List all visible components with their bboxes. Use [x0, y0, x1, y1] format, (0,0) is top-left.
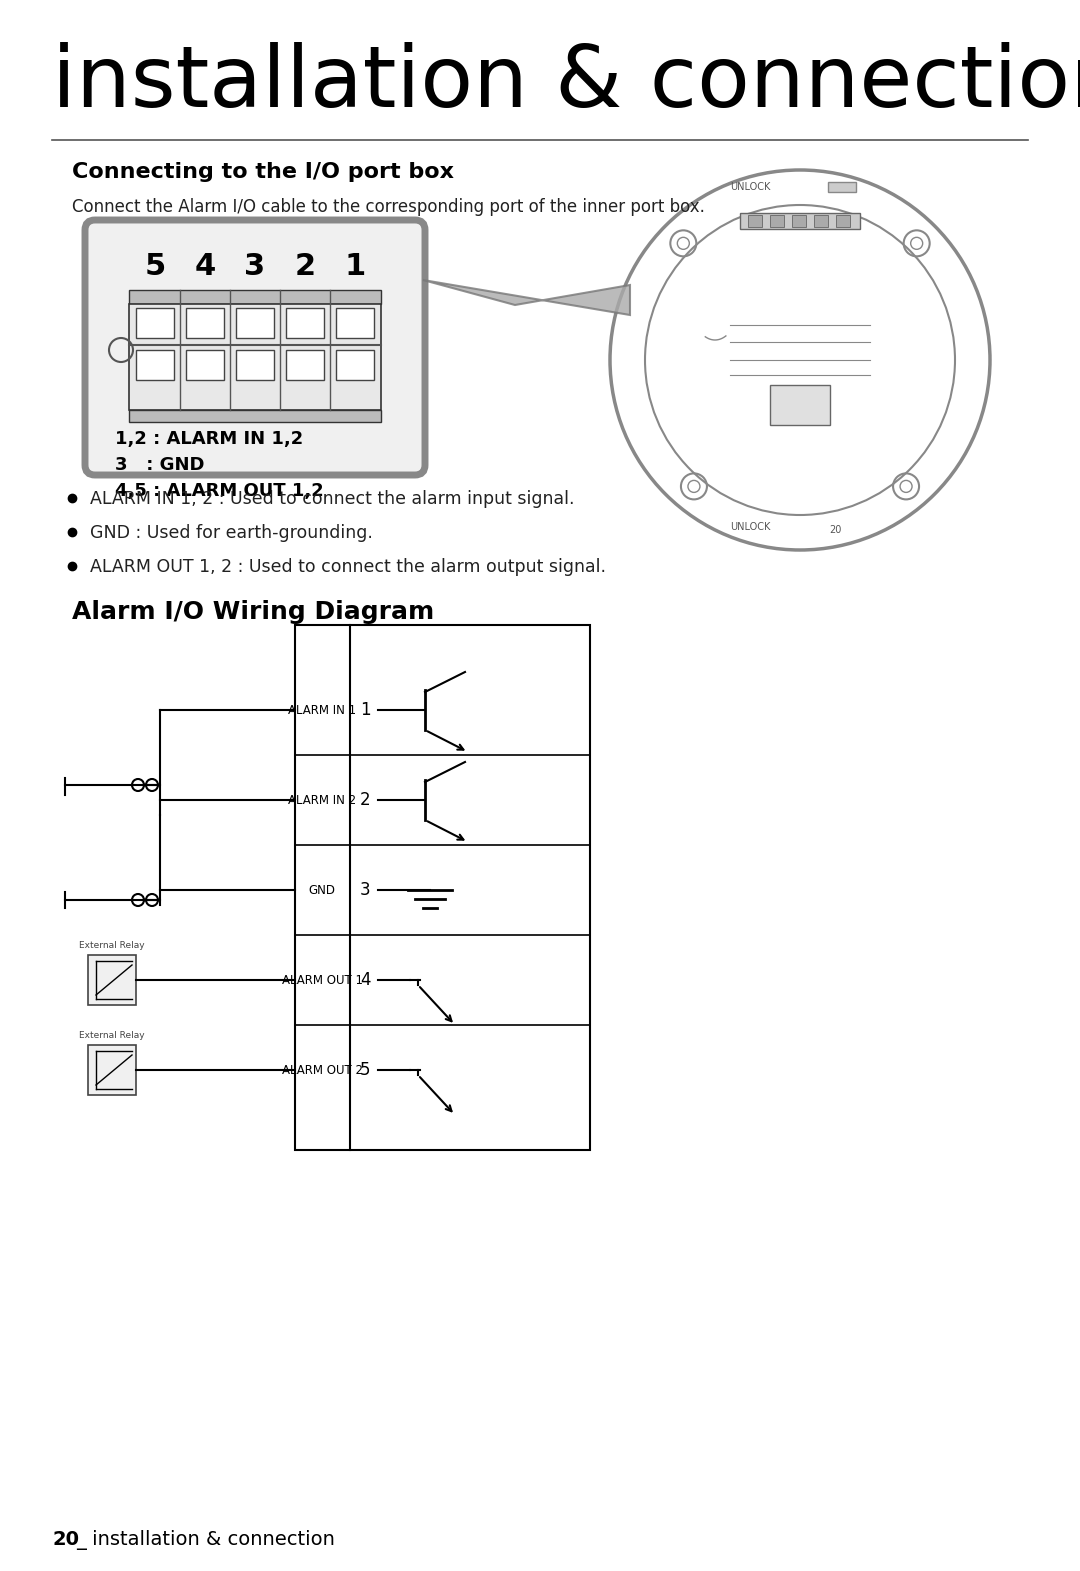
Text: ALARM OUT 1, 2 : Used to connect the alarm output signal.: ALARM OUT 1, 2 : Used to connect the ala… — [90, 558, 606, 577]
Text: ALARM IN 1: ALARM IN 1 — [288, 704, 356, 716]
Text: 2: 2 — [295, 251, 315, 281]
Bar — [186, 308, 224, 338]
FancyBboxPatch shape — [85, 220, 426, 474]
Bar — [740, 214, 860, 229]
Text: 2: 2 — [360, 792, 370, 809]
Text: 4: 4 — [360, 971, 370, 990]
Text: 1: 1 — [345, 251, 366, 281]
Text: installation & connection: installation & connection — [52, 42, 1080, 126]
Bar — [286, 308, 324, 338]
Bar — [129, 291, 381, 305]
Text: Connecting to the I/O port box: Connecting to the I/O port box — [72, 162, 454, 182]
Bar — [814, 215, 828, 226]
Text: _ installation & connection: _ installation & connection — [76, 1530, 335, 1551]
Text: 3: 3 — [360, 881, 370, 899]
Bar — [136, 308, 174, 338]
Text: 4,5 : ALARM OUT 1,2: 4,5 : ALARM OUT 1,2 — [114, 482, 324, 500]
Bar — [87, 1045, 136, 1095]
Bar — [770, 215, 784, 226]
Text: GND: GND — [309, 883, 336, 897]
Bar — [336, 308, 374, 338]
Text: ALARM OUT 2: ALARM OUT 2 — [282, 1064, 363, 1076]
Text: 4: 4 — [194, 251, 216, 281]
Bar — [129, 305, 381, 410]
Text: UNLOCK: UNLOCK — [730, 522, 770, 533]
Bar — [129, 410, 381, 423]
Text: 1,2 : ALARM IN 1,2: 1,2 : ALARM IN 1,2 — [114, 430, 303, 448]
Text: ALARM IN 2: ALARM IN 2 — [288, 793, 356, 806]
Bar — [237, 308, 274, 338]
Text: External Relay: External Relay — [79, 1031, 145, 1040]
Text: ALARM IN 1, 2 : Used to connect the alarm input signal.: ALARM IN 1, 2 : Used to connect the alar… — [90, 490, 575, 507]
Bar — [748, 215, 762, 226]
Bar — [186, 350, 224, 380]
Bar — [828, 182, 856, 192]
Bar — [295, 625, 590, 1150]
Text: 5: 5 — [360, 1060, 370, 1079]
Bar — [836, 215, 850, 226]
Text: External Relay: External Relay — [79, 941, 145, 950]
Bar — [336, 350, 374, 380]
Bar — [136, 350, 174, 380]
Text: ALARM OUT 1: ALARM OUT 1 — [282, 974, 363, 987]
Text: UNLOCK: UNLOCK — [730, 182, 770, 192]
Text: 20: 20 — [828, 525, 841, 536]
Bar — [87, 955, 136, 1005]
Text: 3   : GND: 3 : GND — [114, 456, 204, 474]
Bar — [770, 385, 831, 426]
Bar — [237, 350, 274, 380]
Text: Alarm I/O Wiring Diagram: Alarm I/O Wiring Diagram — [72, 600, 434, 624]
Text: Connect the Alarm I/O cable to the corresponding port of the inner port box.: Connect the Alarm I/O cable to the corre… — [72, 198, 705, 215]
Polygon shape — [423, 280, 630, 316]
Bar — [792, 215, 806, 226]
Bar — [286, 350, 324, 380]
Text: 5: 5 — [145, 251, 165, 281]
Text: 20: 20 — [52, 1530, 79, 1549]
Text: 1: 1 — [360, 701, 370, 720]
Text: GND : Used for earth-grounding.: GND : Used for earth-grounding. — [90, 525, 373, 542]
Text: 3: 3 — [244, 251, 266, 281]
